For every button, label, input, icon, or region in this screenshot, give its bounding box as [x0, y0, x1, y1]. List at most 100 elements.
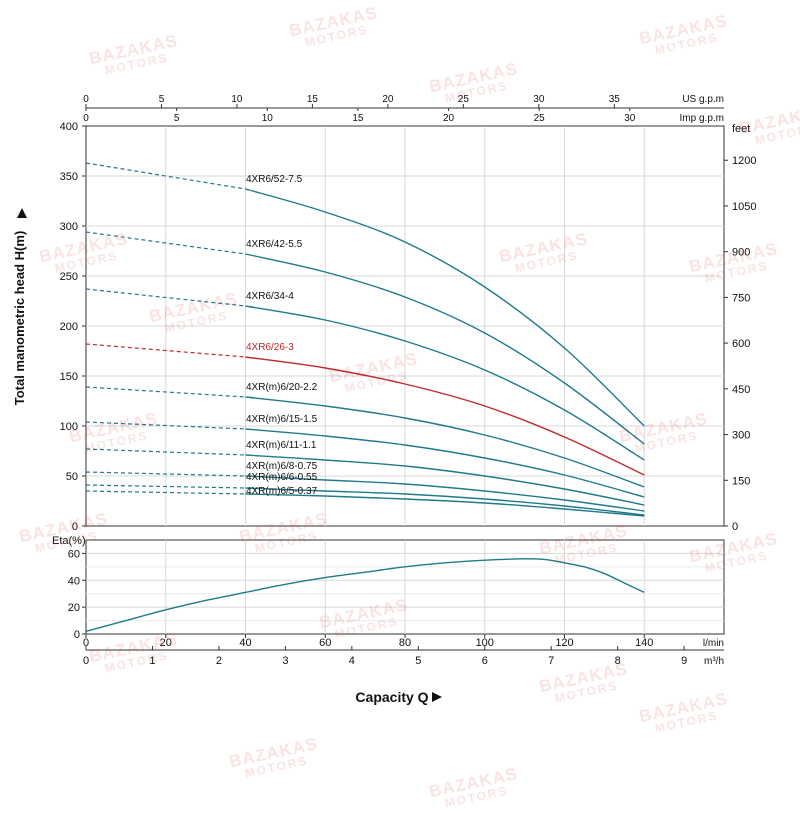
feet-tick-label: 900	[732, 247, 750, 259]
us-gpm-tick-label: 35	[609, 94, 621, 105]
us-gpm-tick-label: 20	[382, 94, 394, 105]
curve-label: 4XR(m)6/8-0.75	[246, 461, 318, 472]
head-curve-dashed	[85, 231, 246, 255]
us-gpm-tick-label: 30	[533, 94, 545, 105]
lmin-tick-label: 80	[399, 637, 411, 649]
bottom-flow-axes: 0 20 40 60 80 100 120 140 l/min 0 1 2 3 4 5 6 7 8 9 m³/h	[83, 634, 724, 667]
feet-tick-label: 450	[732, 384, 750, 396]
head-curve	[245, 253, 645, 445]
m3h-tick-label: 1	[149, 655, 155, 667]
curve-label: 4XR(m)6/20-2.2	[246, 382, 318, 393]
x-axis-title: Capacity Q	[355, 689, 428, 705]
head-curve	[245, 475, 645, 512]
feet-tick-label: 1200	[732, 155, 756, 167]
m3h-tick-label: 3	[282, 655, 288, 667]
curve-label: 4XR(m)6/5-0.37	[246, 486, 318, 497]
curve-label: 4XR6/34-4	[246, 291, 294, 302]
eta-y-tick-label: 60	[68, 548, 80, 560]
lmin-tick-label: 0	[83, 637, 89, 649]
curve-label: 4XR(m)6/11-1.1	[246, 440, 317, 451]
head-curve	[245, 188, 645, 427]
lmin-tick-label: 20	[160, 637, 172, 649]
head-curve-dashed	[85, 343, 246, 358]
imp-gpm-axis-label: Imp g.p.m	[680, 113, 724, 124]
head-y-tick-label: 50	[66, 471, 78, 483]
m3h-tick-label: 2	[216, 655, 222, 667]
top-flow-axes: 0 5 10 15 20 25 30 35 US g.p.m0 5 10 15 20 25 30 Imp g.…	[83, 94, 724, 124]
head-curve	[245, 305, 645, 461]
head-y-tick-label: 100	[60, 421, 78, 433]
x-axis-title-arrow-icon	[432, 692, 442, 702]
head-y-tick-label: 250	[60, 271, 78, 283]
m3h-tick-label: 5	[415, 655, 421, 667]
head-curve-dashed	[85, 162, 246, 190]
head-y-tick-label: 400	[60, 121, 78, 133]
head-curve-dashed	[85, 484, 246, 489]
y-axis-title-arrow-icon	[17, 208, 27, 218]
head-curve-dashed	[85, 448, 246, 456]
curve-label: 4XR6/52-7.5	[246, 174, 303, 185]
m3h-tick-label: 7	[548, 655, 554, 667]
head-curve-dashed	[85, 386, 246, 398]
head-curve	[245, 428, 645, 498]
feet-axis-label: feet	[732, 123, 750, 135]
head-curve-dashed	[85, 421, 246, 430]
lmin-tick-label: 140	[635, 637, 653, 649]
eta-y-tick-label: 20	[68, 602, 80, 614]
head-curve	[245, 396, 645, 488]
head-curve-plot: 0 50 100 150 200 250 300 350 400 0 150 300 450 600 750…	[60, 121, 757, 533]
m3h-axis-label: m³/h	[704, 656, 724, 667]
eta-y-tick-label: 0	[74, 629, 80, 641]
y-axis-title: Total manometric head H(m)	[12, 231, 27, 406]
feet-tick-label: 750	[732, 292, 750, 304]
head-y-tick-label: 200	[60, 321, 78, 333]
imp-gpm-tick-label: 10	[262, 113, 274, 124]
head-y-tick-label: 150	[60, 371, 78, 383]
head-y-tick-label: 300	[60, 221, 78, 233]
feet-tick-label: 0	[732, 521, 738, 533]
head-curve	[245, 493, 645, 517]
feet-tick-label: 600	[732, 338, 750, 350]
imp-gpm-tick-label: 5	[174, 113, 180, 124]
us-gpm-tick-label: 0	[83, 94, 89, 105]
head-y-tick-label: 0	[72, 521, 78, 533]
curve-label: 4XR6/26-3	[246, 342, 294, 353]
head-curve	[245, 454, 645, 506]
m3h-tick-label: 6	[482, 655, 488, 667]
lmin-axis-label: l/min	[703, 638, 724, 649]
curve-label: 4XR(m)6/15-1.5	[246, 414, 318, 425]
us-gpm-tick-label: 15	[307, 94, 319, 105]
us-gpm-tick-label: 10	[231, 94, 243, 105]
curve-label: 4XR(m)6/6-0.55	[246, 472, 318, 483]
head-curve	[245, 356, 645, 476]
imp-gpm-tick-label: 15	[352, 113, 364, 124]
us-gpm-axis-label: US g.p.m	[682, 94, 724, 105]
eta-y-tick-label: 40	[68, 575, 80, 587]
imp-gpm-tick-label: 20	[443, 113, 455, 124]
feet-tick-label: 1050	[732, 201, 756, 213]
m3h-tick-label: 0	[83, 655, 89, 667]
imp-gpm-tick-label: 0	[83, 113, 89, 124]
eta-axis-label: Eta(%)	[52, 535, 86, 547]
curve-label: 4XR6/42-5.5	[246, 239, 303, 250]
head-curve-dashed	[85, 471, 246, 477]
head-y-tick-label: 350	[60, 171, 78, 183]
imp-gpm-tick-label: 25	[534, 113, 546, 124]
feet-tick-label: 150	[732, 475, 750, 487]
lmin-tick-label: 100	[476, 637, 494, 649]
m3h-tick-label: 4	[349, 655, 355, 667]
head-curve-dashed	[85, 288, 246, 307]
lmin-tick-label: 60	[319, 637, 331, 649]
head-curve	[245, 487, 645, 516]
head-curve-dashed	[85, 490, 246, 495]
m3h-tick-label: 9	[681, 655, 687, 667]
us-gpm-tick-label: 25	[458, 94, 470, 105]
lmin-tick-label: 120	[555, 637, 573, 649]
m3h-tick-label: 8	[615, 655, 621, 667]
imp-gpm-tick-label: 30	[624, 113, 636, 124]
efficiency-curve	[85, 558, 645, 632]
lmin-tick-label: 40	[239, 637, 251, 649]
us-gpm-tick-label: 5	[159, 94, 165, 105]
